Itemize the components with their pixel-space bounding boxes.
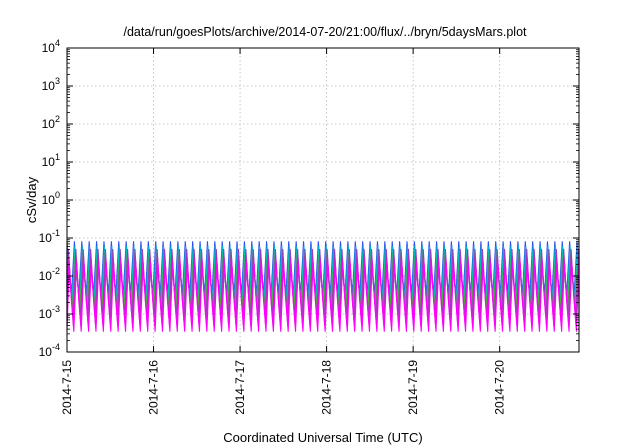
y-axis-label: cSv/day	[24, 176, 39, 223]
axis-ticks	[66, 47, 579, 353]
x-tick-label: 2014-7-18	[320, 360, 334, 415]
y-tick-label: 10-1	[39, 228, 60, 245]
x-tick-label: 2014-7-19	[406, 360, 420, 415]
y-tick-label: 102	[42, 114, 60, 131]
y-tick-label: 10-4	[39, 342, 60, 359]
x-tick-label: 2014-7-20	[493, 360, 507, 415]
x-tick-label: 2014-7-17	[233, 360, 247, 415]
chart-title: /data/run/goesPlots/archive/2014-07-20/2…	[123, 25, 527, 39]
y-tick-labels: 10-4 10-3 10-2 10-1 100 101 102 103 104	[39, 38, 60, 359]
series-line	[66, 245, 580, 300]
series-group	[66, 241, 580, 332]
series-line	[66, 241, 580, 294]
x-tick-label: 2014-7-16	[147, 360, 161, 415]
y-tick-label: 10-2	[39, 266, 60, 283]
series-line	[66, 248, 580, 319]
y-tick-label: 100	[42, 190, 60, 207]
series-line	[66, 262, 580, 332]
y-tick-label: 10-3	[39, 304, 60, 321]
series-line	[66, 257, 580, 326]
x-tick-labels: 2014-7-15 2014-7-16 2014-7-17 2014-7-18 2014…	[60, 360, 507, 415]
y-tick-label: 104	[42, 38, 60, 55]
series-line	[66, 250, 580, 305]
y-tick-label: 101	[42, 152, 60, 169]
x-tick-label: 2014-7-15	[60, 360, 74, 415]
x-axis-label: Coordinated Universal Time (UTC)	[223, 430, 422, 445]
y-tick-label: 103	[42, 76, 60, 93]
